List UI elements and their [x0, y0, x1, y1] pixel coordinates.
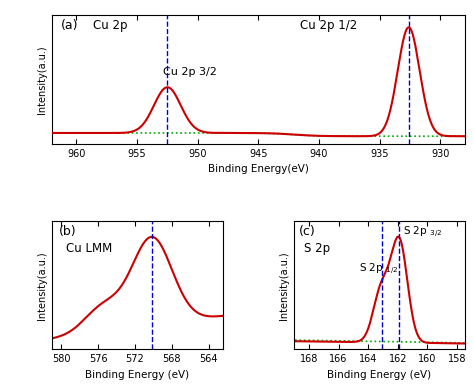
Text: S 2p: S 2p — [304, 242, 330, 255]
Text: (c): (c) — [299, 225, 316, 238]
Text: (b): (b) — [59, 225, 77, 238]
X-axis label: Binding Energy(eV): Binding Energy(eV) — [208, 164, 309, 174]
Text: Cu 2p: Cu 2p — [93, 19, 128, 32]
X-axis label: Binding Energy (eV): Binding Energy (eV) — [85, 370, 190, 380]
Y-axis label: Intensity(a.u.): Intensity(a.u.) — [279, 251, 289, 319]
Y-axis label: Intensity(a.u.): Intensity(a.u.) — [36, 251, 46, 319]
Text: Cu LMM: Cu LMM — [66, 242, 112, 255]
Y-axis label: Intensity(a.u.): Intensity(a.u.) — [36, 45, 46, 114]
Text: (a): (a) — [60, 19, 78, 32]
Text: Cu 2p 3/2: Cu 2p 3/2 — [164, 67, 218, 77]
Text: S 2p $_{1/2}$: S 2p $_{1/2}$ — [359, 262, 398, 277]
X-axis label: Binding Energy (eV): Binding Energy (eV) — [327, 370, 431, 380]
Text: Cu 2p 1/2: Cu 2p 1/2 — [300, 19, 357, 32]
Text: S 2p $_{3/2}$: S 2p $_{3/2}$ — [403, 225, 442, 240]
